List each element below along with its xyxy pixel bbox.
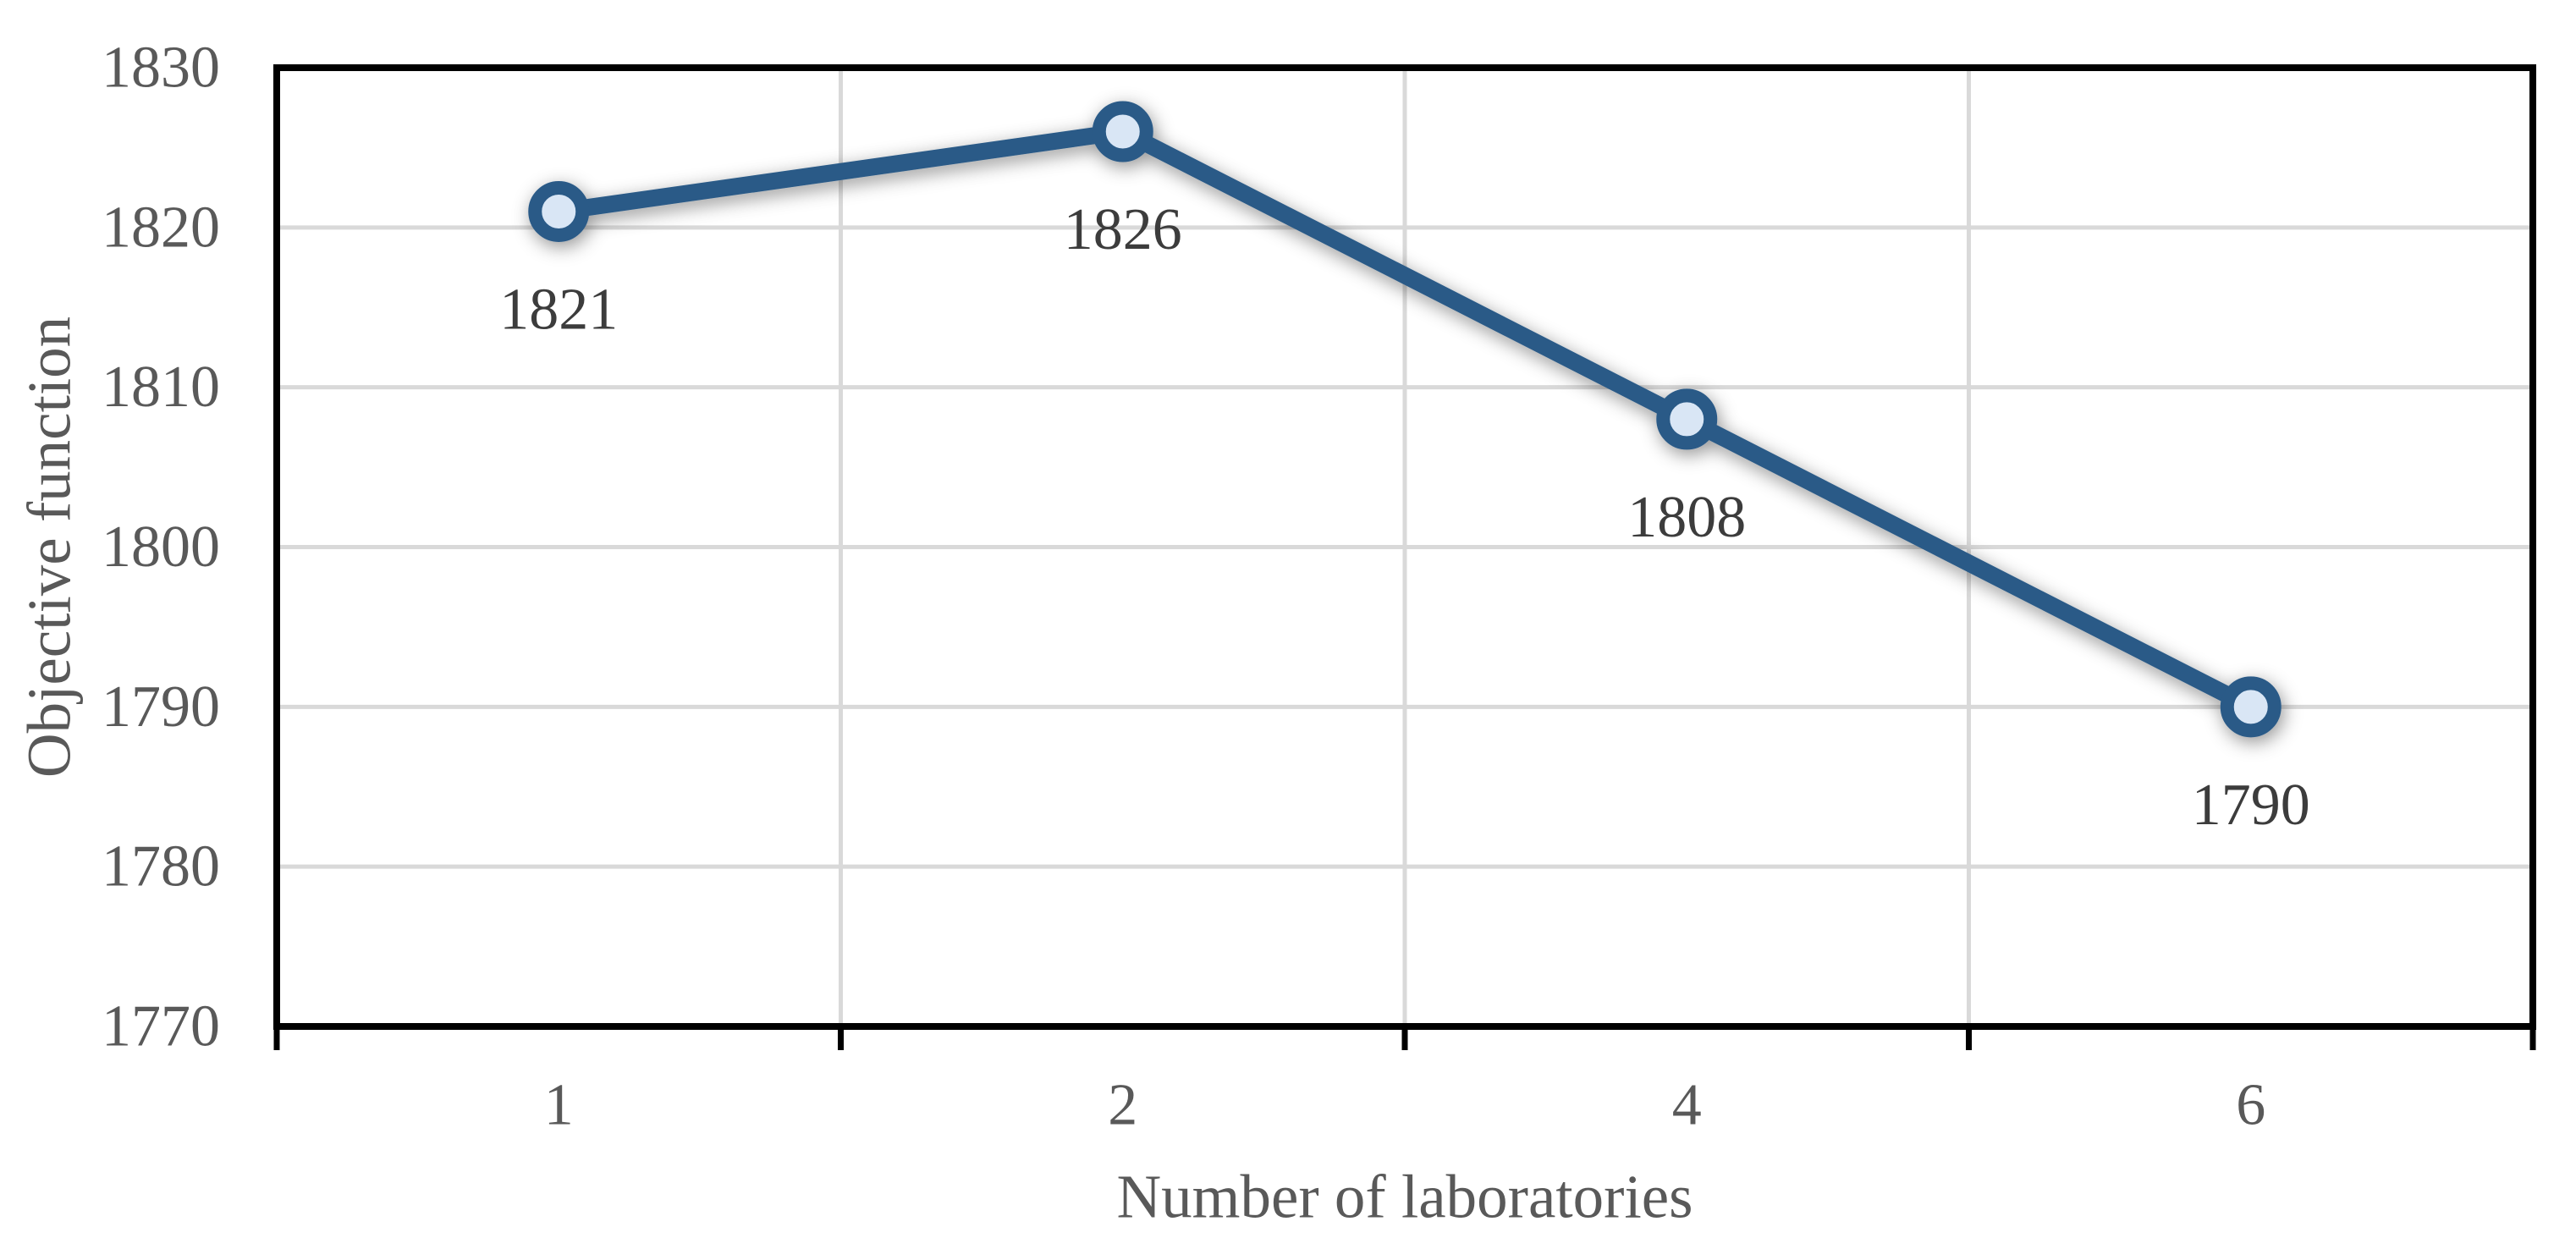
gridlines — [277, 68, 2533, 1026]
plot-border — [273, 64, 2536, 1030]
data-label-1790: 1790 — [2192, 773, 2310, 838]
x-tick-label-6: 6 — [2236, 1073, 2265, 1138]
y-axis-title: Objective function — [15, 316, 84, 778]
x-tick-label-4: 4 — [1672, 1073, 1702, 1138]
x-tick-label-2: 2 — [1108, 1073, 1137, 1138]
y-tick-label-1790: 1790 — [102, 674, 220, 740]
y-tick-label-1830: 1830 — [102, 36, 220, 101]
x-tick-label-1: 1 — [544, 1073, 574, 1138]
y-tick-label-1770: 1770 — [102, 994, 220, 1059]
y-tick-label-1810: 1810 — [102, 355, 220, 420]
y-axis-tick-labels: 1770 1780 1790 1800 1810 1820 1830 — [102, 36, 220, 1059]
marker-point-4 — [1656, 388, 1718, 450]
y-tick-label-1800: 1800 — [102, 514, 220, 580]
data-series-objective-function — [528, 101, 2282, 738]
data-label-1821: 1821 — [499, 277, 618, 342]
x-axis-tick-labels: 1 2 4 6 — [544, 1073, 2266, 1138]
data-label-1808: 1808 — [1627, 485, 1746, 550]
marker-point-2 — [1092, 101, 1153, 162]
data-labels: 1821 1826 1808 1790 — [499, 197, 2310, 838]
y-tick-label-1820: 1820 — [102, 195, 220, 260]
x-axis-title: Number of laboratories — [1116, 1163, 1693, 1231]
x-axis-ticks — [273, 1028, 2536, 1050]
series-line — [550, 123, 2260, 716]
y-tick-label-1780: 1780 — [102, 834, 220, 900]
marker-point-6 — [2220, 676, 2282, 738]
marker-point-1 — [528, 180, 590, 242]
data-label-1826: 1826 — [1064, 197, 1182, 262]
